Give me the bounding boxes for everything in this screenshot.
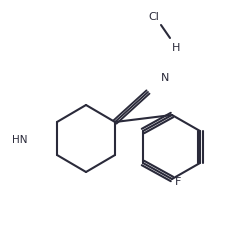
Text: H: H [172,43,180,53]
Text: Cl: Cl [148,12,159,22]
Text: HN: HN [12,135,28,145]
Text: F: F [175,177,181,187]
Text: N: N [161,73,169,83]
